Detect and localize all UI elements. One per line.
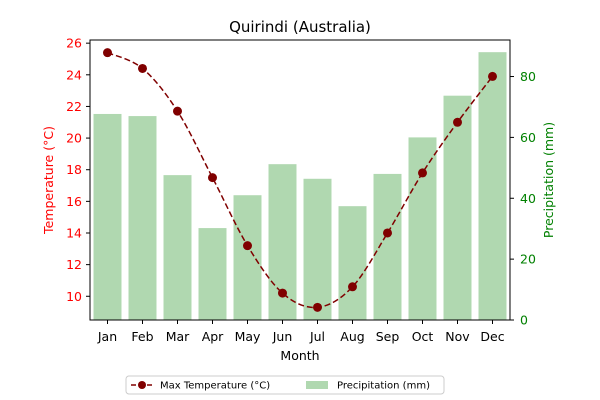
y-right-tick-label: 20 <box>520 252 536 267</box>
precipitation-bar <box>478 52 507 320</box>
temperature-point <box>208 173 217 183</box>
precipitation-bar <box>373 173 402 320</box>
precipitation-bar <box>128 116 157 320</box>
temperature-point <box>243 241 252 251</box>
x-tick-label: Jan <box>97 329 117 344</box>
y-left-tick-label: 14 <box>66 225 82 240</box>
temperature-point <box>418 168 427 178</box>
precipitation-bars <box>93 52 507 321</box>
y-left-tick-label: 12 <box>66 257 82 272</box>
y-left-tick-label: 16 <box>66 194 82 209</box>
y-left-tick-label: 10 <box>66 289 82 304</box>
plot-frame <box>89 39 511 321</box>
precipitation-bar <box>408 137 437 320</box>
temperature-point <box>278 288 287 298</box>
x-tick-label: May <box>235 329 261 344</box>
x-tick-label: Aug <box>340 329 364 344</box>
y-right-tick-label: 80 <box>520 69 536 84</box>
temperature-point <box>313 302 322 312</box>
precipitation-bar <box>338 206 367 320</box>
y-left-tick-label: 26 <box>66 36 82 51</box>
y-axis-right: 0 20 40 60 80 <box>510 69 536 328</box>
x-tick-label: Feb <box>131 329 153 344</box>
x-tick-label: Dec <box>480 329 504 344</box>
legend-label-precipitation: Precipitation (mm) <box>337 381 430 392</box>
y-axis-left: 10 12 14 16 18 20 22 24 26 <box>66 36 90 304</box>
temperature-point <box>138 63 147 73</box>
y-left-tick-label: 18 <box>66 162 82 177</box>
x-tick-label: Jun <box>272 329 293 344</box>
legend-label-temperature: Max Temperature (°C) <box>160 381 270 392</box>
y-right-tick-label: 40 <box>520 191 536 206</box>
x-axis-title: Month <box>280 348 319 363</box>
temperature-point <box>453 117 462 127</box>
legend: Max Temperature (°C) Precipitation (mm) <box>125 375 445 395</box>
y-left-tick-label: 20 <box>66 131 82 146</box>
y-axis-left-title: Temperature (°C) <box>41 126 56 235</box>
precipitation-bar <box>198 228 227 320</box>
precipitation-bar <box>443 95 472 321</box>
legend-marker-swatch <box>138 381 146 389</box>
x-tick-label: Jul <box>309 329 325 344</box>
x-tick-label: Mar <box>166 329 190 344</box>
y-right-tick-label: 60 <box>520 130 536 145</box>
precipitation-bar <box>303 178 332 320</box>
y-left-tick-label: 24 <box>66 67 82 82</box>
x-tick-label: Oct <box>412 329 434 344</box>
x-tick-label: Apr <box>202 329 224 344</box>
legend-bar-swatch <box>306 381 328 389</box>
chart-title: Quirindi (Australia) <box>229 18 371 36</box>
precipitation-bar <box>233 195 262 320</box>
y-axis-right-title: Precipitation (mm) <box>541 122 556 238</box>
precipitation-bar <box>93 113 122 321</box>
x-tick-label: Sep <box>376 329 400 344</box>
temperature-point <box>348 282 357 292</box>
y-left-tick-label: 22 <box>66 99 82 114</box>
temperature-line <box>103 48 497 312</box>
y-right-tick-label: 0 <box>520 313 528 328</box>
precipitation-bar <box>163 175 192 320</box>
temperature-point <box>173 106 182 116</box>
x-axis: Jan Feb Mar Apr May Jun Jul Aug Sep Oct Nov Dec <box>97 320 505 344</box>
temperature-point <box>488 71 497 81</box>
temperature-point <box>103 48 112 58</box>
legend-box <box>125 375 445 395</box>
x-tick-label: Nov <box>445 329 470 344</box>
temperature-point <box>383 228 392 238</box>
